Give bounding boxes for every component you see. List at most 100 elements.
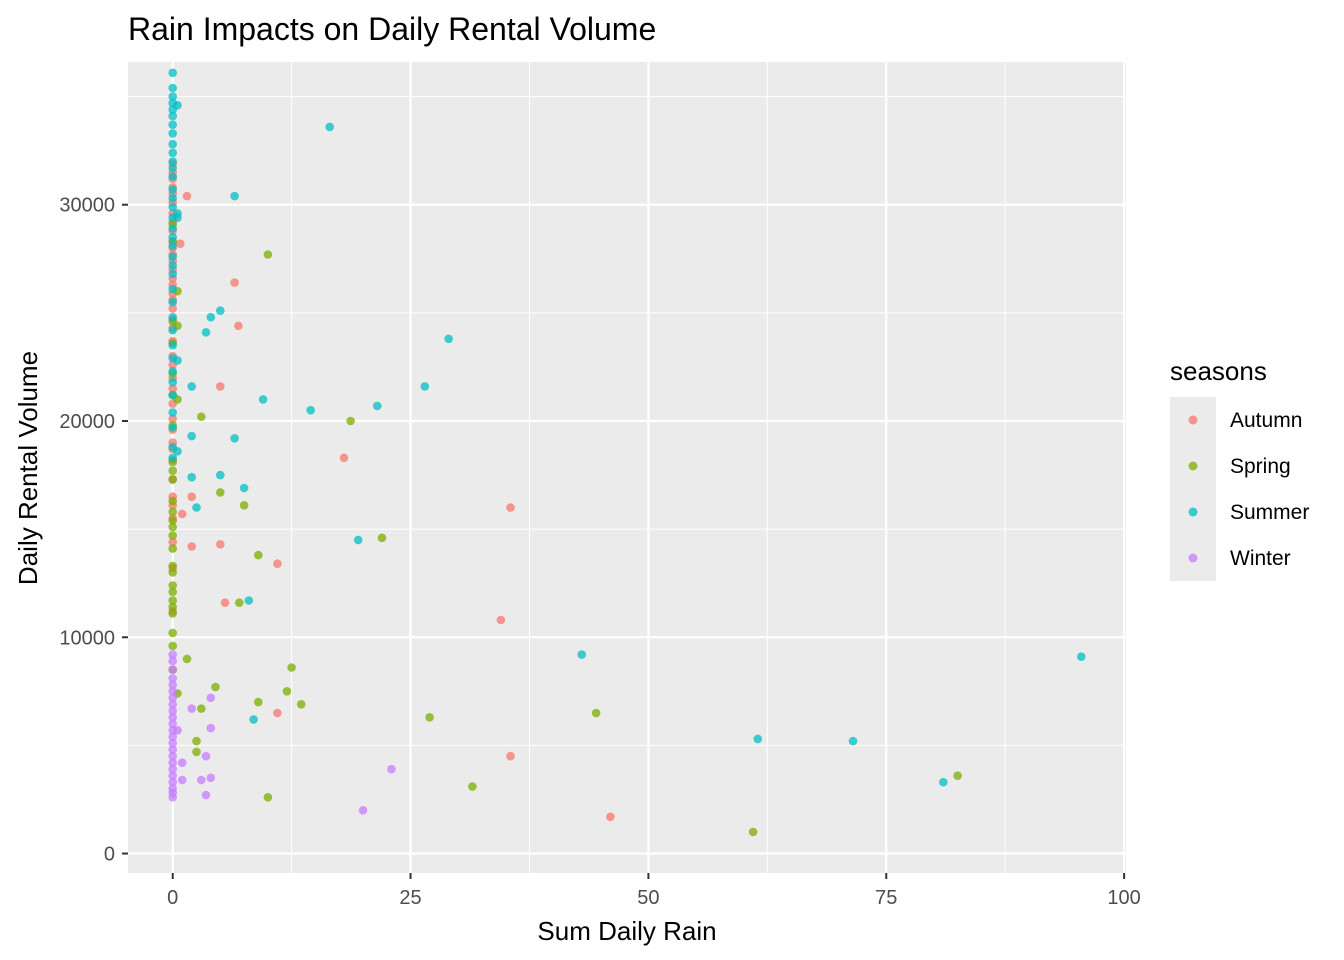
data-point-winter: [168, 706, 177, 716]
data-point-summer: [168, 105, 177, 114]
data-point-spring: [168, 496, 177, 506]
data-point-summer: [168, 377, 177, 387]
data-point-winter: [201, 751, 211, 761]
data-point-winter: [168, 680, 177, 690]
data-point-spring: [197, 704, 206, 713]
data-point-summer: [187, 431, 196, 441]
data-point-spring: [168, 609, 177, 618]
data-point-summer: [168, 453, 177, 463]
data-point-spring: [211, 682, 220, 692]
data-point-autumn: [230, 278, 239, 287]
data-point-winter: [187, 704, 196, 713]
data-point-summer: [168, 172, 177, 181]
data-point-spring: [168, 628, 177, 638]
data-point-winter: [168, 656, 177, 666]
data-point-spring: [168, 522, 177, 532]
data-point-summer: [168, 261, 177, 270]
y-tick-label: 20000: [59, 411, 115, 433]
series-winter: [168, 650, 396, 815]
data-point-summer: [168, 252, 177, 261]
chart-title: Rain Impacts on Daily Rental Volume: [128, 11, 656, 47]
data-point-winter: [168, 758, 177, 767]
legend-swatch-summer: [1188, 507, 1198, 517]
data-point-winter: [358, 806, 368, 815]
data-point-winter: [206, 723, 216, 733]
data-point-spring: [192, 736, 201, 746]
data-point-spring: [253, 550, 263, 560]
data-point-summer: [187, 472, 196, 482]
data-point-autumn: [339, 453, 349, 463]
y-tick-label: 10000: [59, 627, 115, 649]
data-point-summer: [1077, 652, 1086, 661]
data-points: [168, 68, 1086, 837]
data-point-summer: [168, 297, 177, 307]
data-point-summer: [168, 98, 177, 108]
data-point-summer: [201, 328, 211, 337]
data-point-autumn: [168, 537, 177, 547]
legend-label-winter: Winter: [1230, 547, 1291, 570]
data-point-autumn: [220, 598, 230, 607]
data-point-summer: [168, 312, 177, 322]
x-tick-label: 75: [875, 887, 897, 909]
minor-gridlines: [128, 62, 1126, 873]
data-point-winter: [168, 745, 177, 754]
x-tick-label: 50: [637, 887, 659, 909]
data-point-winter: [387, 764, 396, 774]
major-gridlines: [128, 62, 1126, 873]
data-point-winter: [168, 665, 177, 674]
data-point-autumn: [273, 708, 282, 718]
data-point-winter: [168, 719, 177, 729]
legend-title: seasons: [1170, 356, 1267, 386]
data-point-spring: [168, 641, 177, 651]
legend-entries: Autumn Spring Summer Winter: [1170, 397, 1309, 581]
data-point-spring: [748, 827, 758, 837]
y-tick-label: 0: [104, 844, 115, 866]
data-point-summer: [168, 232, 177, 242]
data-point-summer: [249, 715, 258, 724]
data-point-winter: [168, 700, 177, 709]
legend-swatch-winter: [1188, 553, 1198, 563]
x-axis-title: Sum Daily Rain: [537, 916, 716, 946]
data-point-spring: [591, 708, 601, 718]
data-point-summer: [216, 470, 225, 480]
data-point-winter: [168, 650, 177, 659]
data-point-summer: [168, 423, 177, 432]
data-point-summer: [230, 434, 239, 443]
data-point-winter: [168, 732, 177, 742]
data-point-summer: [939, 777, 948, 787]
data-point-spring: [263, 250, 273, 259]
data-point-winter: [168, 687, 177, 696]
data-point-spring: [168, 602, 177, 612]
data-point-summer: [168, 139, 177, 149]
data-point-summer: [168, 408, 177, 417]
data-point-spring: [168, 561, 177, 571]
data-point-autumn: [168, 304, 177, 313]
data-point-spring: [263, 793, 273, 802]
legend-swatch-spring: [1188, 461, 1198, 471]
data-point-spring: [425, 713, 434, 722]
data-point-spring: [377, 533, 387, 543]
data-point-summer: [216, 306, 225, 316]
data-point-summer: [325, 122, 335, 132]
data-point-winter: [168, 726, 177, 735]
x-tick-label: 100: [1107, 887, 1140, 909]
data-point-autumn: [234, 321, 243, 331]
data-point-summer: [168, 367, 177, 376]
data-point-summer: [168, 213, 177, 222]
data-point-summer: [168, 163, 177, 173]
data-point-winter: [168, 751, 177, 761]
data-point-summer: [168, 68, 177, 78]
data-point-spring: [287, 663, 296, 672]
data-point-summer: [258, 395, 268, 404]
data-point-winter: [177, 775, 187, 785]
x-tick-label: 0: [167, 887, 178, 909]
data-point-summer: [244, 596, 254, 605]
data-point-summer: [206, 312, 216, 322]
data-point-summer: [168, 354, 177, 363]
data-point-spring: [168, 568, 177, 577]
data-point-summer: [168, 269, 177, 279]
data-point-summer: [168, 202, 177, 212]
data-point-summer: [420, 382, 430, 391]
data-point-autumn: [506, 751, 515, 761]
data-point-summer: [168, 157, 177, 166]
